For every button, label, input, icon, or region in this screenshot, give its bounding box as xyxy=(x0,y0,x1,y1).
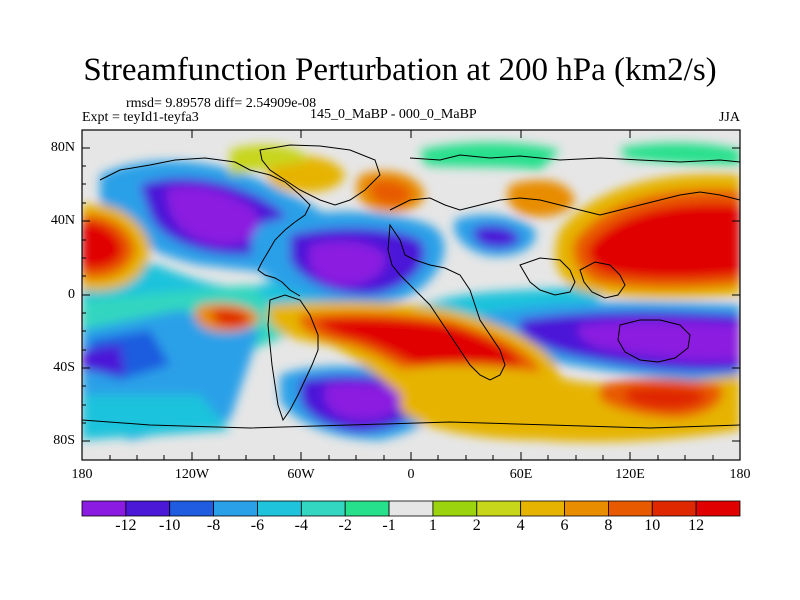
experiment-label: Expt = teyId1-teyfa3 xyxy=(82,110,199,125)
colorbar-label: -1 xyxy=(382,517,396,534)
colorbar-swatch xyxy=(300,500,346,517)
coastlines xyxy=(82,144,740,429)
colorbar-label: -4 xyxy=(294,517,308,534)
y-ticks xyxy=(82,147,740,442)
colorbar-swatch xyxy=(213,500,258,517)
colorbar-label: -6 xyxy=(250,517,265,534)
colorbar-swatch xyxy=(257,500,302,517)
colorbar-swatch xyxy=(169,500,215,517)
y-tick-label: 40S xyxy=(53,360,75,375)
x-tick-label: 120E xyxy=(615,467,645,482)
y-tick-label: 40N xyxy=(50,213,75,228)
x-ticks xyxy=(109,130,714,460)
colorbar-label: 12 xyxy=(688,517,705,534)
x-tick-label: 0 xyxy=(407,467,415,482)
colorbar-swatch xyxy=(125,500,171,517)
colorbar-label: 2 xyxy=(472,517,481,534)
x-tick-label: 60W xyxy=(287,467,315,482)
colorbar-swatch xyxy=(432,500,478,517)
x-tick-label: 180 xyxy=(71,467,93,482)
colorbar-label: -12 xyxy=(115,517,137,534)
colorbar-label: -10 xyxy=(159,517,181,534)
colorbar-label: 8 xyxy=(604,517,613,534)
period-label: 145_0_MaBP - 000_0_MaBP xyxy=(310,107,477,122)
x-tick-label: 60E xyxy=(509,467,533,482)
colorbar-swatch xyxy=(388,500,434,517)
colorbar-label: 10 xyxy=(644,517,661,534)
colorbar-label: 4 xyxy=(516,517,525,534)
colorbar-swatch xyxy=(81,500,127,517)
map-title: Streamfunction Perturbation at 200 hPa (… xyxy=(83,52,717,88)
colorbar-swatch xyxy=(695,500,741,517)
colorbar-label: 6 xyxy=(560,517,569,534)
colorbar-label: -2 xyxy=(338,517,352,534)
colorbar-swatch xyxy=(344,500,390,517)
season-label: JJA xyxy=(718,110,740,125)
y-tick-label: 80S xyxy=(53,433,75,448)
colorbar-label: 1 xyxy=(428,517,437,534)
colorbar-swatch xyxy=(608,500,653,517)
x-tick-label: 180 xyxy=(729,467,751,482)
y-tick-label: 0 xyxy=(68,287,75,302)
colorbar-label: -8 xyxy=(206,517,221,534)
y-tick-label: 80N xyxy=(50,140,75,155)
colorbar-swatch xyxy=(564,500,609,517)
colorbar-swatch xyxy=(651,500,697,517)
colorbar-swatch xyxy=(520,500,565,517)
contour-field xyxy=(82,130,740,460)
rmsd-stats: rmsd= 9.89578 diff= 2.54909e-08 xyxy=(126,96,317,111)
colorbar-swatch xyxy=(476,500,522,517)
x-tick-label: 120W xyxy=(174,467,210,482)
colorbar xyxy=(81,500,741,517)
